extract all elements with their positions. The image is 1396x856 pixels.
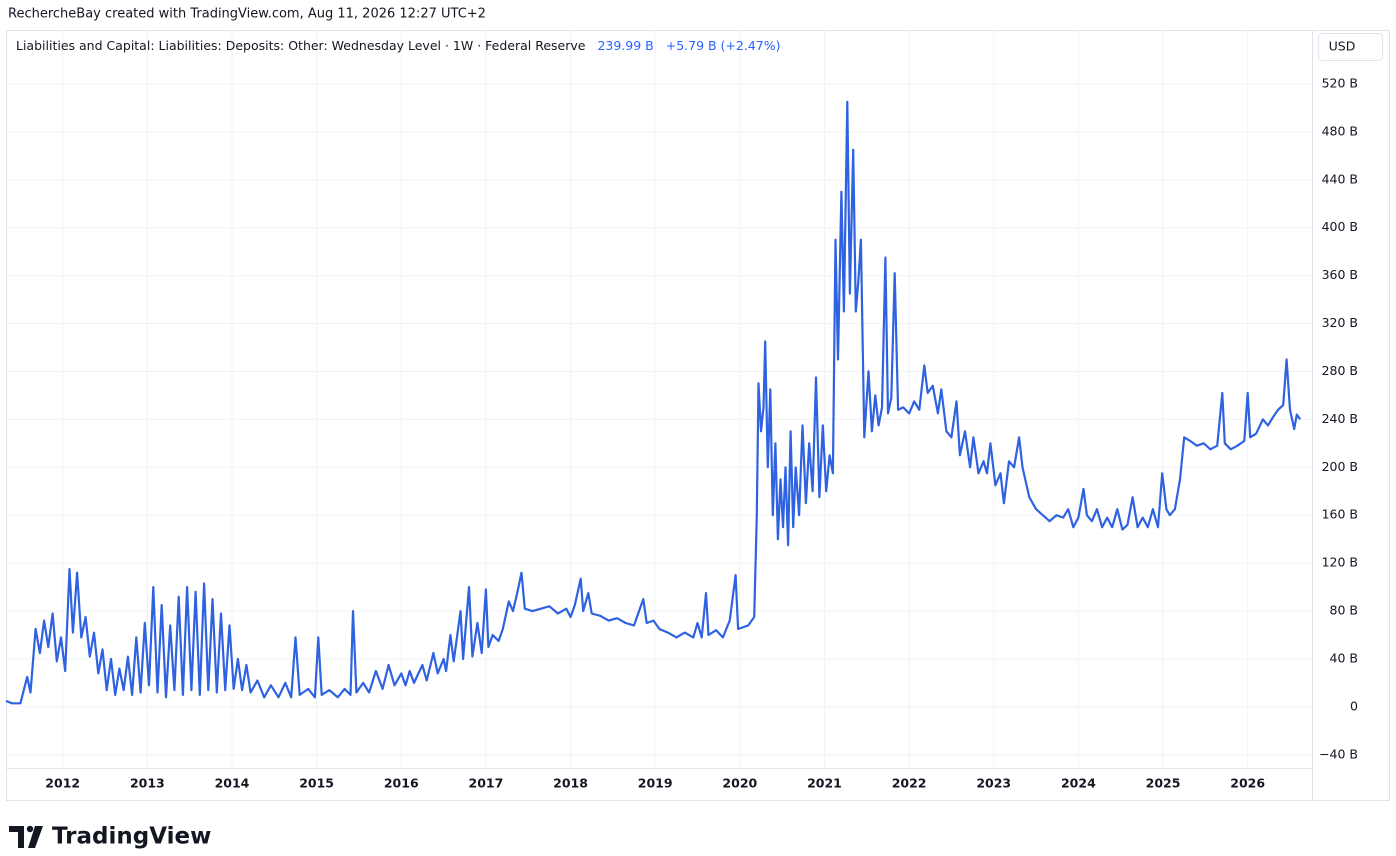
series-line [5,100,1302,705]
y-tick-label: 160 B [1322,507,1358,522]
legend-header: Liabilities and Capital: Liabilities: De… [16,38,781,53]
grid [6,30,1312,768]
y-tick-label: 400 B [1322,219,1358,234]
y-tick-label: 480 B [1322,123,1358,138]
attribution: RechercheBay created with TradingView.co… [8,7,486,22]
y-tick-label: 280 B [1322,363,1358,378]
series-title: Liabilities and Capital: Liabilities: De… [16,38,586,53]
x-tick-label: 2015 [299,776,334,791]
y-tick-label: 520 B [1322,75,1358,90]
x-tick-label: 2016 [384,776,419,791]
x-tick-label: 2020 [722,776,757,791]
y-tick-label: 320 B [1322,315,1358,330]
logo-dot [26,825,34,833]
x-tick-label: 2019 [638,776,673,791]
logo-mark [9,826,24,848]
y-tick-label: 120 B [1322,555,1358,570]
y-tick-label: 440 B [1322,171,1358,186]
y-tick-label: 40 B [1330,650,1358,665]
logo-mark [28,826,43,848]
chart-frame [6,30,1390,801]
currency[interactable]: USD [1329,39,1356,54]
y-tick-label: 0 [1350,698,1358,713]
x-tick-label: 2026 [1230,776,1265,791]
x-tick-label: 2023 [976,776,1011,791]
y-tick-label: 80 B [1330,603,1358,618]
x-tick-label: 2012 [45,776,80,791]
x-tick-label: 2017 [469,776,504,791]
brand: TradingView [52,824,211,850]
x-tick-label: 2014 [215,776,250,791]
change: +5.79 B (+2.47%) [666,38,781,53]
brand-logo [9,825,43,848]
x-tick-label: 2018 [553,776,588,791]
y-tick-label: 200 B [1322,459,1358,474]
y-tick-label: 240 B [1322,411,1358,426]
x-tick-label: 2025 [1146,776,1181,791]
x-tick-label: 2022 [892,776,927,791]
x-tick-label: 2021 [807,776,842,791]
x-tick-label: 2013 [130,776,165,791]
last-value: 239.99 B [597,38,653,53]
y-tick-label: −40 B [1319,746,1358,761]
y-tick-label: 360 B [1322,267,1358,282]
x-tick-label: 2024 [1061,776,1096,791]
currency-button[interactable] [1318,33,1383,61]
